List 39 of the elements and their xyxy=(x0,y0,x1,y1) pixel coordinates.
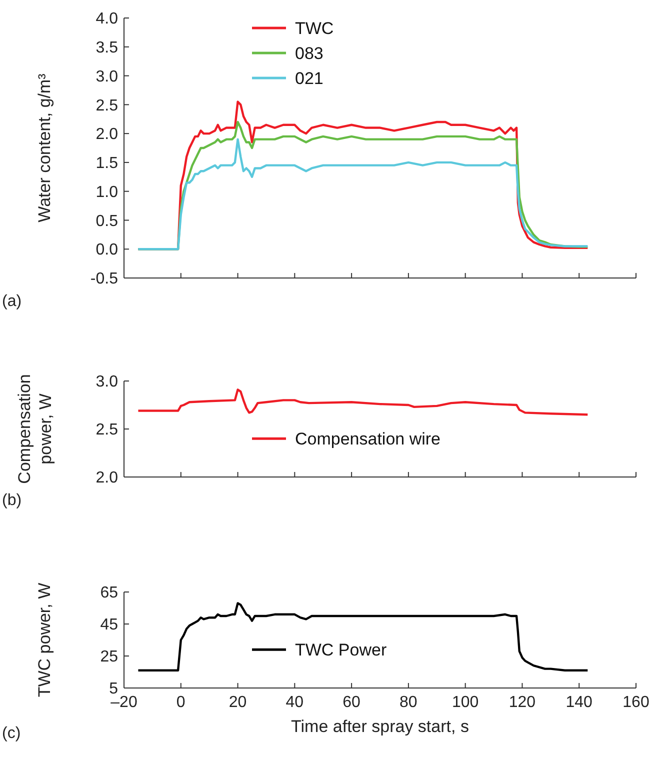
y-tick-label: 2.0 xyxy=(96,126,118,144)
x-tick-label: 40 xyxy=(286,694,304,711)
y-tick-label: 0.0 xyxy=(96,242,118,259)
line-series xyxy=(137,388,589,416)
y-tick-label: 3.0 xyxy=(96,374,118,391)
x-axis-title: Time after spray start, s xyxy=(291,717,469,736)
y-axis-title: TWC power, W xyxy=(35,582,54,698)
y-tick-label: 1.5 xyxy=(96,155,118,172)
text: (a) xyxy=(2,293,22,310)
y-axis-title: Water content, g/m³ xyxy=(35,73,54,222)
y-tick-label: -0.5 xyxy=(90,270,118,288)
x-tick-label: 140 xyxy=(566,694,593,711)
y-tick-label: 1.0 xyxy=(96,184,118,201)
legend-label: TWC Power xyxy=(295,640,387,660)
text: (b) xyxy=(2,492,22,509)
y-tick-label: 2.5 xyxy=(96,97,118,114)
y-tick-label: 25 xyxy=(100,648,118,666)
line-series xyxy=(137,602,589,672)
y-tick-label: 0.5 xyxy=(96,212,118,230)
x-tick-label: 60 xyxy=(342,694,361,711)
y-tick-label: 3.0 xyxy=(96,68,118,86)
y-tick-label: 65 xyxy=(100,584,118,602)
legend-label: 021 xyxy=(295,68,324,88)
x-tick-label: 20 xyxy=(228,694,247,711)
y-tick-label: 2.0 xyxy=(96,470,118,487)
x-tick-label: 160 xyxy=(622,694,650,711)
legend-label: 083 xyxy=(295,44,324,63)
legend-label: TWC xyxy=(295,18,334,38)
y-tick-label: 45 xyxy=(100,616,118,634)
y-tick-label: 2.5 xyxy=(96,422,118,439)
y-tick-label: 3.5 xyxy=(96,39,118,56)
legend-label: Compensation wire xyxy=(295,430,441,449)
y-tick-label: 4.0 xyxy=(96,10,118,28)
y-axis-title: Compensation power, W xyxy=(15,374,55,484)
x-tick-label: 80 xyxy=(400,694,418,711)
x-tick-label: 120 xyxy=(508,694,536,711)
x-tick-label: 100 xyxy=(452,694,479,711)
x-tick-label: 0 xyxy=(176,694,186,711)
text: (c) xyxy=(2,725,21,742)
